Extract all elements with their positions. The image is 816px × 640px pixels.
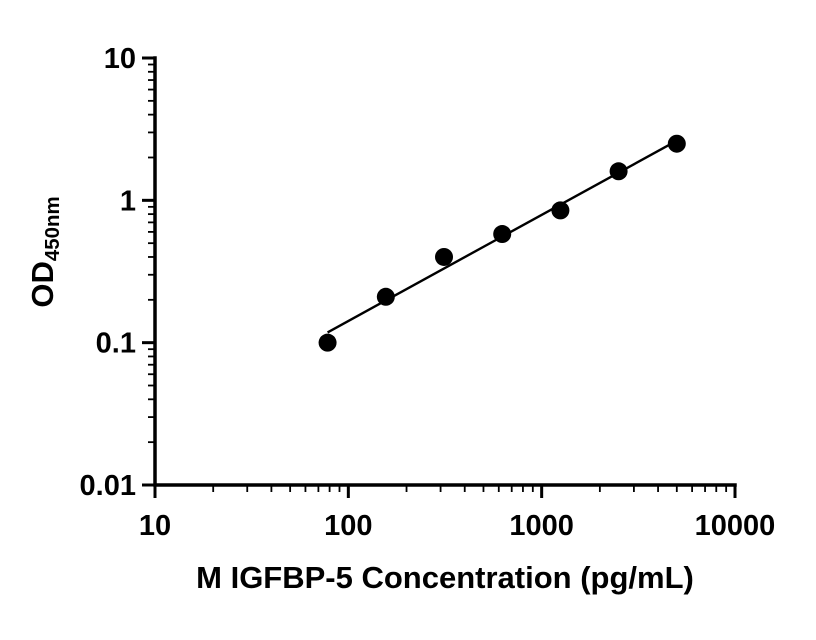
svg-text:0.1: 0.1	[96, 328, 136, 360]
x-axis-title: M IGFBP-5 Concentration (pg/mL)	[196, 560, 694, 595]
svg-text:100: 100	[324, 510, 372, 542]
svg-text:0.01: 0.01	[80, 470, 136, 502]
svg-text:10000: 10000	[695, 510, 776, 542]
svg-text:1000: 1000	[509, 510, 574, 542]
svg-text:1: 1	[120, 185, 136, 217]
svg-text:10: 10	[104, 43, 136, 75]
svg-text:10: 10	[139, 510, 171, 542]
